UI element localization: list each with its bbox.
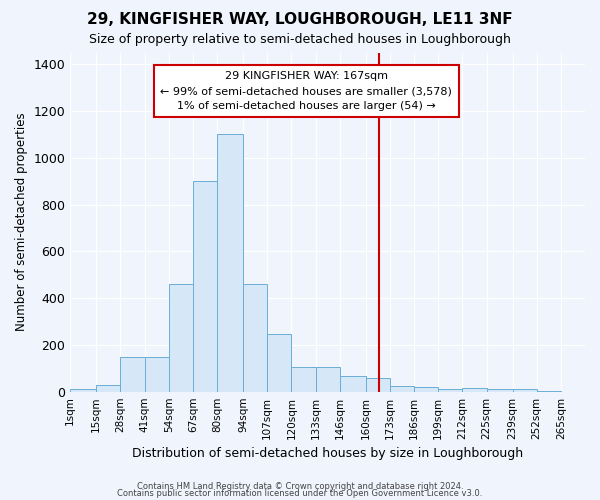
- Bar: [292, 366, 316, 392]
- Bar: [414, 386, 438, 392]
- Bar: [340, 376, 366, 392]
- Bar: [390, 386, 414, 392]
- Bar: [97, 384, 121, 392]
- Bar: [121, 357, 145, 392]
- Bar: [193, 181, 217, 392]
- Text: Contains HM Land Registry data © Crown copyright and database right 2024.: Contains HM Land Registry data © Crown c…: [137, 482, 463, 491]
- Text: Contains public sector information licensed under the Open Government Licence v3: Contains public sector information licen…: [118, 489, 482, 498]
- Bar: [366, 378, 390, 392]
- X-axis label: Distribution of semi-detached houses by size in Loughborough: Distribution of semi-detached houses by …: [132, 447, 523, 460]
- Text: Size of property relative to semi-detached houses in Loughborough: Size of property relative to semi-detach…: [89, 32, 511, 46]
- Bar: [512, 390, 536, 392]
- Bar: [536, 390, 561, 392]
- Bar: [438, 390, 463, 392]
- Y-axis label: Number of semi-detached properties: Number of semi-detached properties: [15, 113, 28, 332]
- Bar: [267, 334, 292, 392]
- Text: 29, KINGFISHER WAY, LOUGHBOROUGH, LE11 3NF: 29, KINGFISHER WAY, LOUGHBOROUGH, LE11 3…: [87, 12, 513, 28]
- Bar: [316, 366, 340, 392]
- Bar: [243, 284, 267, 392]
- Bar: [487, 390, 512, 392]
- Bar: [145, 357, 169, 392]
- Text: 29 KINGFISHER WAY: 167sqm
← 99% of semi-detached houses are smaller (3,578)
1% o: 29 KINGFISHER WAY: 167sqm ← 99% of semi-…: [160, 71, 452, 111]
- Bar: [70, 390, 97, 392]
- Bar: [169, 284, 193, 392]
- Bar: [217, 134, 243, 392]
- Bar: [463, 388, 487, 392]
